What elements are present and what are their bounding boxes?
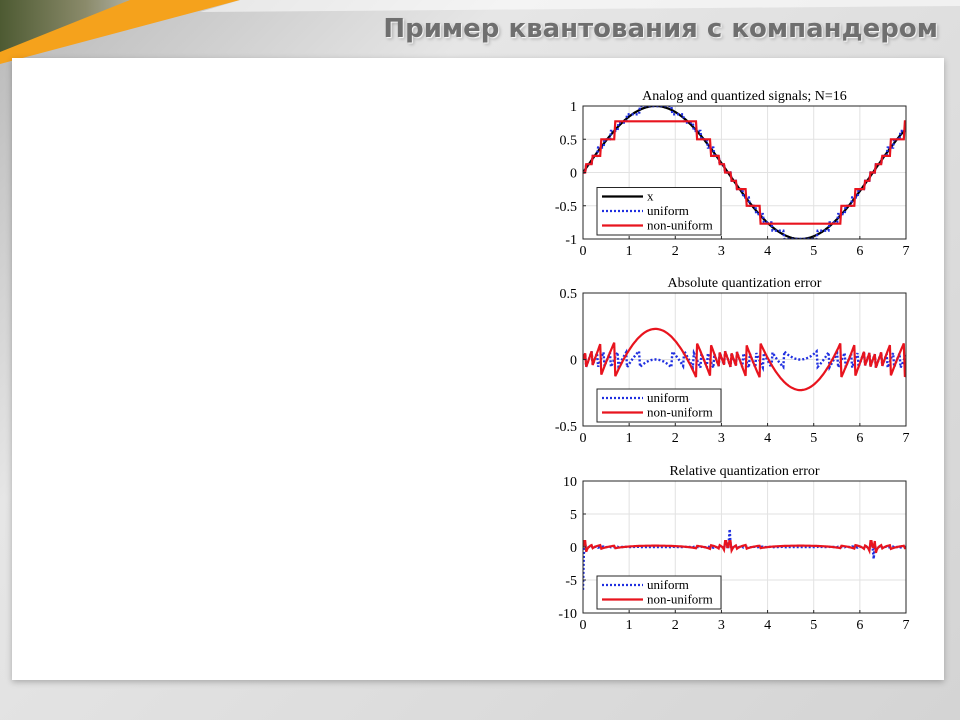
y-tick-label: 0.5 xyxy=(560,287,578,302)
x-tick-label: 5 xyxy=(810,244,817,259)
legend-label-uniform: uniform xyxy=(647,203,689,218)
x-tick-label: 5 xyxy=(810,618,817,633)
y-tick-label: -0.5 xyxy=(555,420,577,435)
legend-label-x: x xyxy=(647,189,654,204)
y-tick-label: 0 xyxy=(570,167,577,182)
legend-label-non-uniform: non-uniform xyxy=(647,592,713,607)
x-tick-label: 7 xyxy=(903,244,910,259)
x-tick-label: 0 xyxy=(580,431,587,446)
x-tick-label: 2 xyxy=(672,618,679,633)
y-tick-label: -1 xyxy=(565,233,577,248)
legend-label-uniform: uniform xyxy=(647,577,689,592)
x-tick-label: 7 xyxy=(903,431,910,446)
x-tick-label: 1 xyxy=(626,618,633,633)
chart-title: Relative quantization error xyxy=(669,464,819,479)
series-line-non-uniform xyxy=(583,540,906,555)
y-tick-label: 0 xyxy=(570,541,577,556)
y-tick-label: -10 xyxy=(558,607,577,622)
x-tick-label: 4 xyxy=(764,244,771,259)
legend-box xyxy=(596,575,722,610)
y-tick-label: 10 xyxy=(563,475,577,490)
series-line-non-uniform xyxy=(583,327,906,392)
series-line-uniform xyxy=(583,347,906,373)
x-tick-label: 3 xyxy=(718,618,725,633)
legend-label-non-uniform: non-uniform xyxy=(647,405,713,420)
x-tick-label: 3 xyxy=(718,431,725,446)
legend-box xyxy=(596,388,722,423)
subplot-1: 0 1 2 3 4 5 6 7 -1 -0.5 0 0.5 1 Analog and quantized … xyxy=(555,89,910,259)
banner-highlight xyxy=(200,0,960,12)
x-tick-label: 2 xyxy=(672,431,679,446)
x-tick-label: 4 xyxy=(764,431,771,446)
y-tick-label: 1 xyxy=(570,100,577,115)
x-tick-label: 6 xyxy=(856,244,863,259)
banner-accent-wedge xyxy=(0,0,240,64)
x-tick-label: 1 xyxy=(626,431,633,446)
x-tick-label: 4 xyxy=(764,618,771,633)
x-tick-label: 0 xyxy=(580,244,587,259)
series-line-non-uniform xyxy=(583,120,906,225)
y-tick-label: -5 xyxy=(565,574,577,589)
x-tick-label: 0 xyxy=(580,618,587,633)
x-tick-label: 6 xyxy=(856,431,863,446)
y-tick-label: -0.5 xyxy=(555,200,577,215)
x-tick-label: 5 xyxy=(810,431,817,446)
series-line-uniform xyxy=(583,106,906,239)
series-line-uniform xyxy=(583,529,906,590)
x-tick-label: 3 xyxy=(718,244,725,259)
y-tick-label: 5 xyxy=(570,508,577,523)
x-tick-label: 7 xyxy=(903,618,910,633)
chart-title: Absolute quantization error xyxy=(668,276,822,291)
legend-label-non-uniform: non-uniform xyxy=(647,218,713,233)
slide-banner xyxy=(0,0,960,64)
subplot-3: 0 1 2 3 4 5 6 7 -10 -5 0 5 10 Relative quantization e… xyxy=(558,464,909,633)
x-tick-label: 1 xyxy=(626,244,633,259)
slide-title: Пример квантования с компандером xyxy=(383,14,938,44)
x-tick-label: 2 xyxy=(672,244,679,259)
y-tick-label: 0.5 xyxy=(560,133,578,148)
y-tick-label: 0 xyxy=(570,354,577,369)
x-tick-label: 6 xyxy=(856,618,863,633)
chart-title: Analog and quantized signals; N=16 xyxy=(642,89,847,104)
legend-label-uniform: uniform xyxy=(647,390,689,405)
